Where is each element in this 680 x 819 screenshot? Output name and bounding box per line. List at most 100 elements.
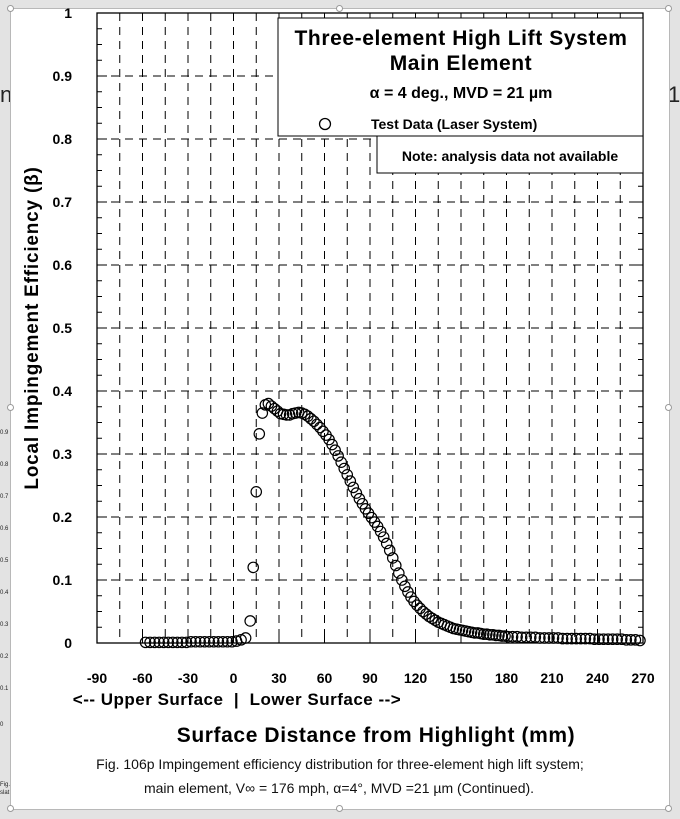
data-point [579, 632, 592, 645]
data-point [634, 634, 646, 647]
x-tick-label: 150 [449, 670, 473, 686]
data-point [606, 633, 619, 646]
data-point [226, 635, 238, 648]
y-tick-label: 0.4 [53, 383, 73, 399]
data-point [380, 537, 393, 550]
data-point [543, 632, 555, 644]
data-point [347, 481, 360, 494]
x-tick-label: 90 [362, 670, 378, 686]
data-point [139, 636, 152, 649]
data-point [484, 629, 496, 641]
data-point [374, 525, 387, 538]
data-point [570, 632, 583, 645]
resize-handle-bottom-left[interactable] [7, 805, 14, 812]
data-point [198, 635, 211, 648]
resize-handle-bottom-right[interactable] [665, 805, 672, 812]
background-tick-label: 0.1 [0, 686, 9, 692]
data-point [329, 444, 341, 457]
data-point [344, 475, 357, 487]
data-point [515, 631, 528, 644]
chart-conditions: α = 4 deg., MVD = 21 µm [370, 85, 553, 102]
data-point [511, 630, 523, 643]
x-tick-label: 270 [631, 670, 655, 686]
data-point [180, 636, 193, 649]
data-point [326, 438, 338, 451]
data-point [386, 552, 399, 564]
y-tick-label: 0.5 [53, 320, 73, 336]
data-point [611, 633, 624, 646]
figure-caption-line-1: Fig. 106p Impingement efficiency distrib… [96, 756, 584, 772]
x-tick-label: 180 [495, 670, 519, 686]
data-point [280, 409, 293, 421]
resize-handle-top-right[interactable] [665, 5, 672, 12]
data-point [167, 636, 179, 649]
y-tick-label: 0.3 [53, 446, 73, 462]
data-point [625, 634, 637, 646]
data-point [534, 632, 546, 644]
data-point [490, 629, 502, 642]
data-point [335, 456, 347, 468]
y-axis-title: Local Impingement Efficiency (β) [22, 166, 43, 489]
data-point [383, 544, 396, 557]
background-slat-fragment: slat [0, 790, 10, 796]
data-point [477, 628, 490, 640]
data-point [524, 631, 537, 644]
resize-handle-middle-right[interactable] [665, 404, 672, 411]
background-tick-label: 0.5 [0, 558, 9, 564]
resize-handle-bottom-center[interactable] [336, 805, 343, 812]
data-point [194, 635, 206, 648]
x-tick-label: -60 [132, 670, 152, 686]
data-point [332, 450, 344, 462]
resize-handle-top-left[interactable] [7, 5, 14, 12]
data-point [221, 635, 234, 648]
data-point [317, 425, 329, 438]
data-point [308, 415, 320, 428]
resize-handle-top-center[interactable] [336, 5, 343, 12]
data-point [575, 632, 587, 645]
x-tick-label: 120 [404, 670, 428, 686]
data-point [247, 561, 260, 574]
data-point [529, 631, 542, 644]
resize-handle-middle-left[interactable] [7, 404, 14, 411]
data-point [203, 635, 216, 648]
y-tick-label: 1 [64, 5, 72, 21]
x-tick-labels: -90 -60 -30 0 30 60 90 120 150 180 210 240 270 [87, 670, 655, 686]
background-fig-fragment: Fig. [0, 782, 11, 788]
surface-label: <-- Upper Surface | Lower Surface --> [73, 690, 401, 709]
data-point [162, 636, 175, 649]
note-box [376, 135, 644, 174]
data-point [597, 633, 610, 646]
data-point [408, 595, 420, 608]
x-tick-label: 60 [317, 670, 333, 686]
background-tick-label: 0.8 [0, 462, 9, 468]
data-point [212, 635, 225, 648]
data-point [556, 632, 569, 645]
background-tick-label: 0 [0, 722, 4, 728]
data-point [389, 559, 402, 572]
data-point [256, 407, 269, 419]
data-point [399, 580, 411, 593]
legend-box [277, 17, 644, 137]
y-tick-labels: 0 0.1 0.2 0.3 0.4 0.5 0.6 0.7 0.8 0.9 1 [53, 5, 73, 651]
data-point [620, 634, 633, 646]
data-point [377, 531, 390, 543]
data-point [429, 614, 442, 627]
data-point [239, 632, 252, 644]
x-tick-label: 30 [271, 670, 287, 686]
data-point [171, 636, 184, 649]
data-point [185, 635, 197, 648]
chart-title: Three-element High Lift System [294, 27, 627, 50]
data-point [423, 610, 435, 623]
data-point [584, 632, 596, 645]
data-point [629, 634, 642, 646]
data-point [506, 630, 519, 643]
background-text-left: n [0, 82, 13, 107]
data-point [468, 627, 481, 639]
data-point [593, 633, 605, 646]
data-point [338, 462, 351, 475]
data-point [414, 602, 426, 615]
data-point [411, 599, 423, 611]
y-tick-label: 0.7 [53, 194, 73, 210]
x-axis-title: Surface Distance from Highlight (mm) [177, 724, 575, 747]
data-point [502, 630, 514, 643]
